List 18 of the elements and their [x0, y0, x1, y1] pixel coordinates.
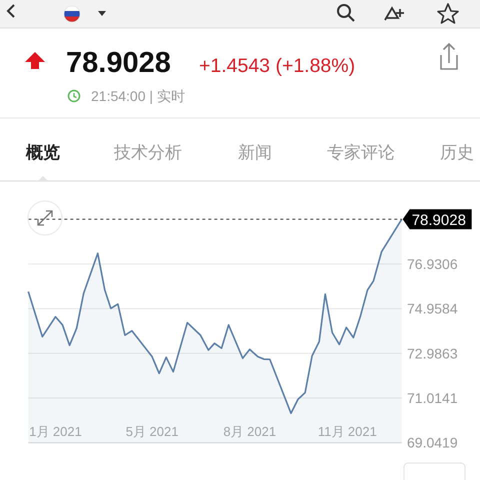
y-tick-label: 74.9584 — [407, 300, 458, 317]
text: 新闻 — [238, 143, 272, 162]
x-tick-label: 5月 2021 — [126, 424, 178, 439]
chart-subtitle: +1.4543 (+1.88%) — [199, 55, 356, 77]
text: 技术分析 — [113, 143, 182, 162]
text: 历史 — [440, 143, 474, 162]
text: 概览 — [25, 143, 60, 162]
y-tick-label: 71.0141 — [407, 390, 458, 406]
x-tick-label: 8月 2021 — [223, 424, 276, 439]
y-tick-label: 72.9863 — [407, 345, 458, 362]
ref-line-label: 78.9028 — [412, 212, 466, 229]
x-tick-label: 1月 2021 — [29, 424, 82, 439]
y-tick-label: 69.0419 — [407, 434, 458, 451]
text: 21:54:00 | 实时 — [91, 88, 185, 104]
text: 专家评论 — [327, 143, 395, 162]
chart-title: 78.9028 — [66, 47, 171, 79]
x-tick-label: 11月 2021 — [318, 424, 377, 439]
y-tick-label: 76.9306 — [407, 256, 458, 272]
